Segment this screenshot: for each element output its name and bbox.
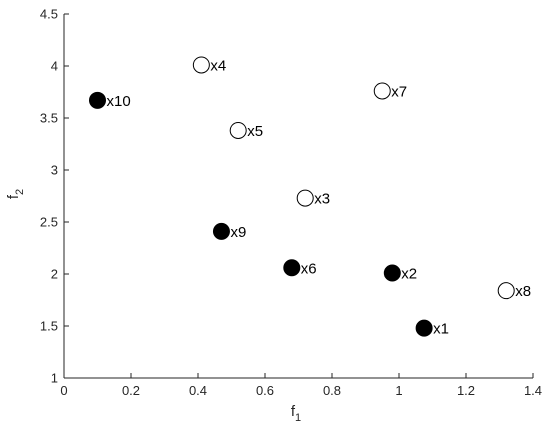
x-tick-label: 0.8 [323,383,341,398]
point-label-x1: x1 [433,321,449,338]
y-tick-label: 1.5 [40,319,58,334]
point-label-x8: x8 [515,283,531,300]
data-points [89,56,515,337]
x-axis-label-subscript: 1 [295,412,301,424]
y-tick-label: 2 [51,267,58,282]
y-axis-label: f2 [5,189,26,199]
y-tick-label: 4.5 [40,7,58,22]
y-tick-label: 4 [51,59,58,74]
data-point-x9 [212,222,230,240]
axes [63,14,533,379]
x-axis-label: f1 [291,403,301,424]
x-tick-label: 0.4 [189,383,207,398]
data-point-x1 [415,319,433,337]
point-label-x5: x5 [247,123,263,140]
x-tick-label: 0 [60,383,67,398]
x-tick-label: 1.2 [457,383,475,398]
x-axis-ticks: 0 0.2 0.4 0.6 0.8 1 1.2 1.4 [60,373,542,398]
y-axis-label-subscript: 2 [14,189,26,195]
data-point-x7 [373,82,391,100]
x-axis-label-base: f [291,403,296,420]
y-tick-label: 2.5 [40,215,58,230]
y-tick-label: 3 [51,163,58,178]
data-point-x10 [89,91,106,109]
data-point-x5 [229,121,247,139]
x-tick-label: 1 [395,383,402,398]
x-tick-label: 1.4 [524,383,542,398]
y-tick-label: 3.5 [40,111,58,126]
data-point-x3 [296,189,314,207]
data-point-x6 [283,259,301,277]
point-label-x4: x4 [210,57,226,74]
x-tick-label: 0.2 [122,383,140,398]
point-label-x9: x9 [230,224,246,241]
point-labels: x1 x2 x3 x4 x5 x6 x7 x8 x9 x10 [107,57,532,337]
data-point-x8 [497,282,515,300]
point-label-x2: x2 [401,265,417,282]
y-tick-label: 1 [51,371,58,386]
y-axis-ticks: 1 1.5 2 2.5 3 3.5 4 4.5 [40,7,69,386]
point-label-x6: x6 [301,260,317,277]
data-point-x2 [383,264,401,282]
data-point-x4 [192,56,210,74]
point-label-x3: x3 [314,191,330,208]
y-axis-label-base: f [5,194,22,199]
point-label-x10: x10 [107,93,131,110]
x-tick-label: 0.6 [256,383,274,398]
point-label-x7: x7 [391,83,407,100]
